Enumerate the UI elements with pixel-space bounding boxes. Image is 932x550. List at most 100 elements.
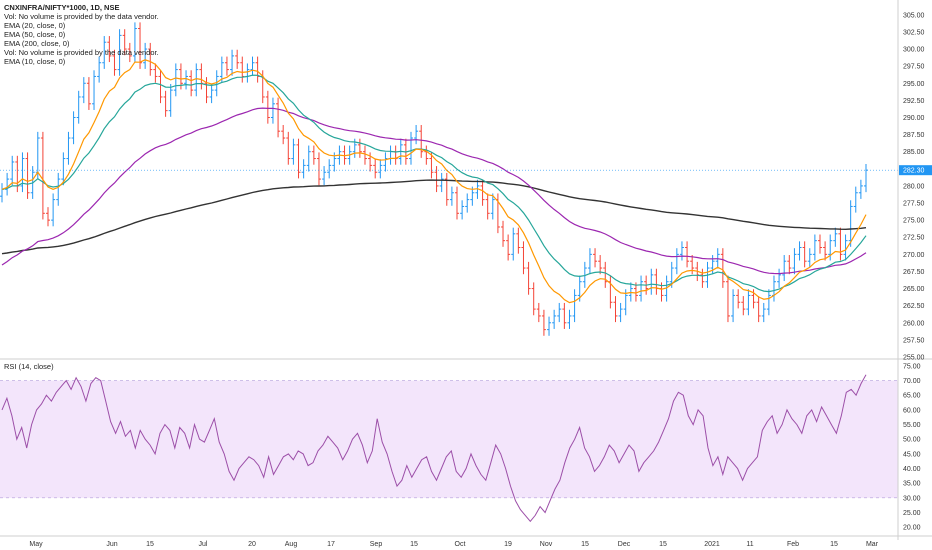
ohlc-bar <box>536 302 541 323</box>
ohlc-bar <box>378 159 383 179</box>
ohlc-bar <box>173 63 178 97</box>
price-tick-label: 300.00 <box>903 47 925 54</box>
legend-vol-2[interactable]: Vol: No volume is provided by the data v… <box>4 48 159 57</box>
last-price-badge <box>899 165 932 176</box>
ohlc-bar <box>122 29 127 56</box>
rsi-line <box>1 374 867 523</box>
ohlc-bar <box>593 248 598 268</box>
ohlc-bar <box>414 125 419 145</box>
ohlc-bar <box>582 261 587 288</box>
ohlc-bar <box>864 164 868 193</box>
ohlc-bar <box>86 77 91 110</box>
ohlc-bar <box>685 241 690 268</box>
ohlc-bar <box>858 179 863 199</box>
ema20-line <box>1 74 867 293</box>
ohlc-bar <box>823 241 828 261</box>
ohlc-bar <box>97 56 102 83</box>
rsi-legend[interactable]: RSI (14, close) <box>4 362 54 371</box>
ohlc-bar <box>235 49 240 69</box>
ohlc-bar <box>746 289 751 316</box>
ohlc-bar <box>710 255 715 275</box>
ohlc-bar <box>802 241 807 268</box>
ohlc-bar <box>761 302 766 323</box>
rsi-tick-label: 75.00 <box>903 363 921 370</box>
rsi-tick-label: 55.00 <box>903 422 921 429</box>
ohlc-bar <box>419 125 424 158</box>
ohlc-bar <box>209 83 214 104</box>
price-tick-label: 297.50 <box>903 64 925 71</box>
ohlc-bar <box>393 145 398 165</box>
rsi-band <box>0 380 898 498</box>
price-tick-label: 255.00 <box>903 355 925 362</box>
ohlc-bar <box>777 268 782 288</box>
price-tick-label: 260.00 <box>903 320 925 327</box>
price-tick-label: 257.50 <box>903 337 925 344</box>
price-tick-label: 292.50 <box>903 98 925 105</box>
ohlc-bar <box>649 268 654 295</box>
ohlc-bar <box>618 302 623 323</box>
ohlc-bar <box>76 90 81 124</box>
ohlc-bar <box>465 193 470 213</box>
rsi-tick-label: 45.00 <box>903 451 921 458</box>
time-tick-label: Dec <box>618 541 631 548</box>
ohlc-bar <box>148 42 153 76</box>
price-tick-label: 262.50 <box>903 303 925 310</box>
ohlc-bar <box>731 289 736 323</box>
ohlc-bar <box>112 49 117 76</box>
time-tick-label: Sep <box>370 541 383 548</box>
legend-ema10[interactable]: EMA (10, close, 0) <box>4 57 66 66</box>
ohlc-bar <box>81 77 86 104</box>
legend-ema20[interactable]: EMA (20, close, 0) <box>4 21 66 30</box>
ohlc-bar <box>444 172 449 206</box>
main-legend: CNXINFRA/NIFTY*1000, 1D, NSE Vol: No vol… <box>4 3 159 66</box>
ohlc-bar <box>480 179 485 206</box>
time-tick-label: Feb <box>787 541 799 548</box>
ema50-line <box>1 107 867 275</box>
ohlc-bar <box>460 200 465 220</box>
ohlc-bar <box>736 289 741 309</box>
time-tick-label: 17 <box>327 541 335 548</box>
ohlc-bar <box>531 282 536 316</box>
ohlc-bar <box>434 166 439 193</box>
rsi-tick-label: 60.00 <box>903 407 921 414</box>
ohlc-bar <box>20 152 25 193</box>
rsi-pane <box>0 374 898 523</box>
ohlc-bar <box>92 70 97 110</box>
ohlc-bar <box>153 63 158 83</box>
legend-ema200[interactable]: EMA (200, close, 0) <box>4 39 70 48</box>
ohlc-bar <box>5 172 10 196</box>
ohlc-bar <box>792 248 797 275</box>
price-tick-label: 302.50 <box>903 29 925 36</box>
rsi-tick-label: 65.00 <box>903 393 921 400</box>
ohlc-bar <box>787 255 792 275</box>
time-tick-label: May <box>29 541 43 548</box>
legend-symbol[interactable]: CNXINFRA/NIFTY*1000, 1D, NSE <box>4 3 120 12</box>
legend-vol[interactable]: Vol: No volume is provided by the data v… <box>4 12 159 21</box>
ohlc-bar <box>107 36 112 63</box>
ohlc-bar <box>654 268 659 295</box>
ohlc-bar <box>848 200 853 247</box>
ohlc-bar <box>725 275 730 323</box>
ohlc-bar <box>10 155 15 186</box>
ohlc-bar <box>475 179 480 199</box>
legend-ema50[interactable]: EMA (50, close, 0) <box>4 30 66 39</box>
ohlc-bar <box>439 172 444 193</box>
rsi-tick-label: 20.00 <box>903 525 921 532</box>
ohlc-bar <box>132 22 137 63</box>
ohlc-bar <box>117 29 122 76</box>
ohlc-bar <box>138 22 143 69</box>
ohlc-bar <box>40 131 45 220</box>
time-tick-label: 15 <box>830 541 838 548</box>
ohlc-bar <box>547 316 552 336</box>
ohlc-bar <box>143 42 148 69</box>
ohlc-bar <box>516 227 521 254</box>
ohlc-bar <box>51 193 56 227</box>
ohlc-bar <box>327 159 332 179</box>
rsi-tick-label: 35.00 <box>903 481 921 488</box>
time-tick-label: Nov <box>540 541 553 548</box>
ohlc-bar <box>61 152 66 186</box>
ohlc-bar <box>603 261 608 288</box>
ohlc-bar <box>383 152 388 172</box>
ohlc-bar <box>429 152 434 179</box>
price-tick-label: 277.50 <box>903 201 925 208</box>
